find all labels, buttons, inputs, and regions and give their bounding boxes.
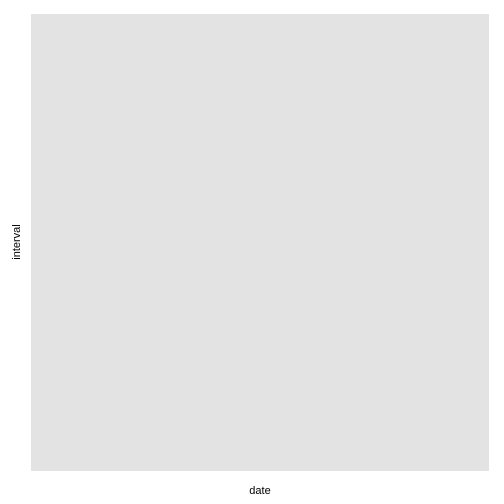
plot-panel (31, 14, 489, 471)
x-axis-title: date (249, 485, 270, 497)
y-axis-title: interval (11, 224, 23, 259)
